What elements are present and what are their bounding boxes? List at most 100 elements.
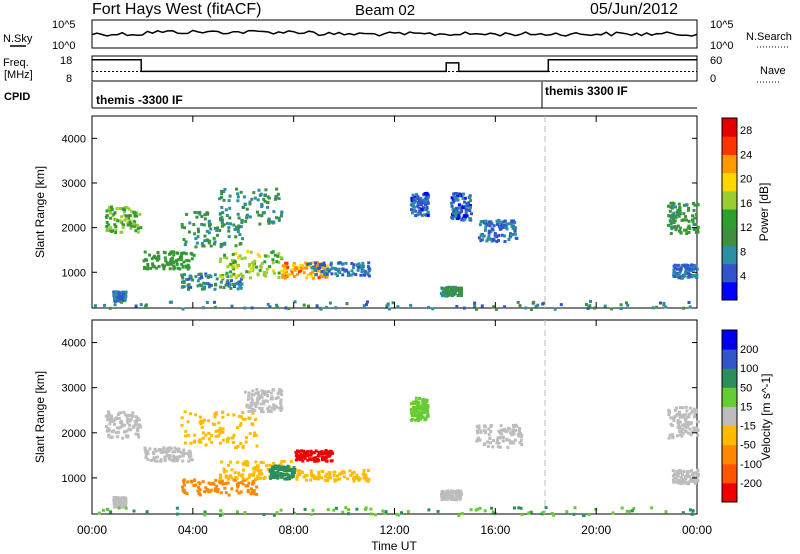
data-cell [255, 265, 258, 269]
data-cell [695, 273, 699, 277]
data-cell [253, 401, 257, 405]
data-cell [321, 455, 324, 459]
data-cell [257, 477, 261, 480]
data-cell [334, 272, 338, 276]
data-cell [342, 471, 346, 475]
data-cell [264, 399, 268, 403]
data-cell [111, 229, 114, 233]
data-cell [682, 264, 686, 268]
data-cell [677, 211, 681, 215]
data-cell [115, 207, 119, 211]
data-cell [124, 506, 128, 510]
nave-label: Nave [760, 65, 786, 77]
data-cell [195, 215, 199, 219]
data-cell [426, 210, 430, 214]
data-cell [669, 416, 673, 420]
data-cell [296, 455, 300, 459]
data-cell [513, 232, 517, 236]
data-cell [365, 303, 368, 307]
data-cell [513, 229, 517, 233]
data-cell [352, 272, 356, 276]
data-cell [685, 263, 689, 267]
data-cell [421, 399, 425, 402]
data-cell [500, 220, 503, 224]
data-cell [106, 508, 110, 512]
data-cell [587, 306, 590, 310]
data-cell [418, 199, 422, 203]
data-cell [185, 212, 189, 216]
data-cell [107, 410, 110, 414]
data-cell [197, 491, 201, 495]
data-cell [415, 406, 419, 410]
data-cell [361, 263, 365, 267]
data-cell [675, 271, 679, 275]
data-cell [460, 218, 464, 222]
data-cell [182, 490, 186, 494]
data-cell [240, 218, 244, 222]
data-cell [440, 498, 444, 502]
data-cell [145, 258, 149, 262]
data-cell [678, 470, 682, 474]
data-cell [456, 217, 460, 221]
data-cell [495, 222, 499, 226]
data-cell [256, 401, 260, 405]
data-cell [125, 429, 129, 433]
data-cell [127, 214, 131, 218]
data-cell [198, 415, 202, 419]
data-cell [230, 487, 234, 491]
data-cell [282, 465, 285, 469]
data-cell [689, 433, 693, 437]
velocity-colorbar-tick: 15 [740, 401, 752, 413]
data-cell [474, 508, 478, 512]
data-cell [236, 485, 240, 489]
data-cell [238, 254, 242, 258]
data-cell [237, 264, 241, 267]
data-cell [479, 233, 483, 237]
data-cell [268, 463, 272, 467]
data-cell [165, 449, 169, 453]
data-cell [421, 401, 425, 405]
data-cell [218, 431, 222, 435]
data-cell [196, 235, 200, 239]
data-cell [227, 436, 231, 440]
data-cell [246, 484, 250, 487]
power-colorbar-tick: 12 [740, 222, 752, 234]
data-cell [281, 275, 285, 279]
data-cell [277, 218, 281, 222]
data-cell [281, 264, 285, 268]
data-cell [417, 411, 421, 415]
data-cell [181, 276, 185, 280]
data-cell [443, 289, 447, 293]
data-cell [221, 438, 225, 442]
data-cell [235, 489, 239, 493]
data-cell [359, 273, 363, 277]
data-cell [254, 477, 258, 481]
data-cell [410, 199, 414, 203]
data-cell [518, 432, 522, 435]
data-cell [316, 476, 320, 480]
data-cell [267, 196, 271, 200]
data-cell [245, 460, 249, 464]
data-cell [219, 473, 222, 477]
data-cell [209, 275, 213, 279]
data-cell [181, 459, 185, 463]
data-cell [669, 201, 673, 205]
data-cell [239, 490, 243, 494]
data-cell [690, 469, 693, 473]
data-cell [128, 419, 132, 423]
data-cell [279, 401, 283, 405]
data-cell [168, 455, 172, 459]
data-cell [277, 197, 281, 201]
data-cell [249, 267, 253, 271]
data-cell [412, 405, 415, 409]
data-cell [112, 502, 116, 506]
data-cell [106, 415, 110, 419]
data-cell [213, 273, 217, 277]
data-cell [117, 291, 121, 295]
data-cell [222, 198, 226, 202]
data-cell [269, 391, 273, 395]
data-cell [126, 221, 130, 225]
power-colorbar-segment [722, 118, 737, 137]
data-cell [680, 263, 684, 267]
data-cell [274, 464, 277, 468]
